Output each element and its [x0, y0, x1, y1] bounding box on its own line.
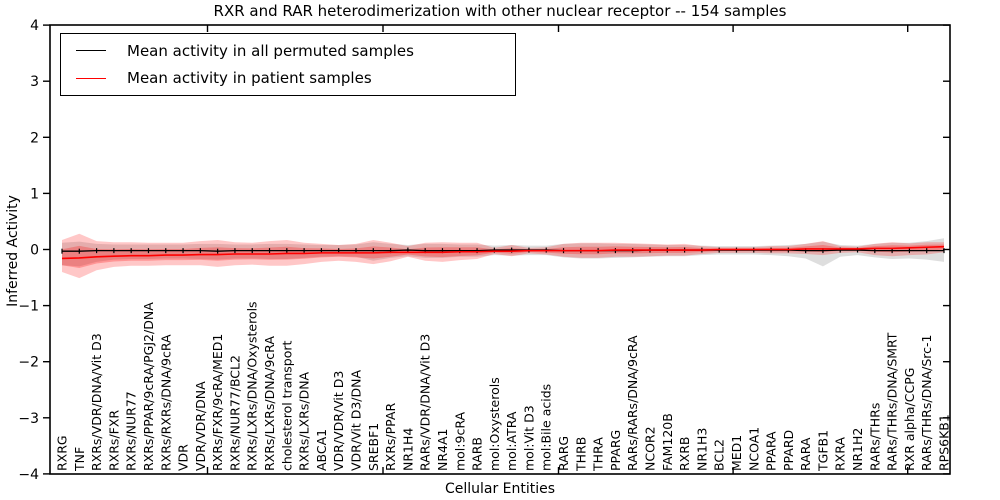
- x-category-label: FAM120B: [660, 413, 675, 471]
- patient-mean-line: [61, 245, 945, 260]
- x-category-label: PPARG: [608, 430, 623, 471]
- x-category-label: BCL2: [712, 439, 727, 471]
- x-category-label: RXRs/VDR/DNA/Vit D3: [89, 333, 104, 471]
- x-category-label: RXRG: [55, 435, 70, 471]
- x-category-label: RARA: [798, 437, 813, 471]
- x-category-label: PPARD: [781, 430, 796, 471]
- legend-label-patient: Mean activity in patient samples: [127, 69, 372, 88]
- x-category-label: RXRs/LXRs/DNA/Oxysterols: [245, 301, 260, 471]
- x-category-label: NR1H2: [850, 428, 865, 471]
- y-tick-label: −4: [18, 467, 39, 483]
- chart-title: RXR and RAR heterodimerization with othe…: [213, 2, 787, 20]
- permuted-line-swatch: [76, 50, 106, 52]
- permuted-range-band: [62, 238, 944, 267]
- x-category-label: RXRs/NUR77/BCL2: [227, 355, 242, 471]
- x-category-label: RXRs/FXR/9cRA/MED1: [210, 334, 225, 471]
- x-category-label: TNF: [72, 447, 87, 472]
- legend-label-permuted: Mean activity in all permuted samples: [127, 41, 414, 60]
- x-category-label: TGFB1: [815, 430, 830, 472]
- x-category-label: RPS6KB1: [937, 414, 952, 471]
- x-category-label: MED1: [729, 435, 744, 471]
- y-tick-label: 1: [30, 186, 39, 202]
- x-category-label: SREBF1: [366, 423, 381, 471]
- x-category-label: RXRs/LXRs/DNA/9cRA: [262, 336, 277, 471]
- y-tick-label: 4: [30, 18, 39, 34]
- x-category-label: NR4A1: [435, 429, 450, 472]
- x-category-label: NCOR2: [643, 426, 658, 471]
- patient-line-swatch: [76, 77, 106, 79]
- x-category-label: mol:Bile acids: [539, 384, 554, 471]
- x-category-label: RARs/VDR/DNA/Vit D3: [418, 334, 433, 471]
- y-tick-label: −3: [18, 411, 39, 427]
- y-tick-label: −1: [18, 299, 39, 315]
- x-category-label: mol:9cRA: [452, 411, 467, 471]
- y-tick-label: 3: [30, 74, 39, 90]
- x-category-label: VDR/Vit D3/DNA: [349, 370, 364, 471]
- y-tick-label: 2: [30, 130, 39, 146]
- x-category-label: RXRB: [677, 436, 692, 471]
- x-category-label: THRA: [591, 437, 606, 472]
- x-category-label: THRB: [573, 437, 588, 472]
- x-category-label: RXRs/PPAR/9cRA/PGJ2/DNA: [141, 302, 156, 471]
- x-category-label: PPARA: [764, 431, 779, 471]
- patient-range-band: [62, 233, 944, 279]
- x-category-label: RARs/THRs: [867, 403, 882, 471]
- legend: Mean activity in all permuted samples Me…: [60, 33, 516, 96]
- x-category-label: RXRs/FXR: [106, 410, 121, 471]
- x-category-label: ABCA1: [314, 429, 329, 471]
- x-category-label: NCOA1: [746, 427, 761, 471]
- legend-item-permuted: Mean activity in all permuted samples: [61, 38, 515, 64]
- x-category-label: RXRA: [833, 437, 848, 471]
- x-category-label: RXRs/NUR77: [124, 391, 139, 471]
- x-category-label: RARB: [470, 437, 485, 471]
- x-category-label: RXR alpha/CCPG: [902, 368, 917, 471]
- x-category-label: NR1H3: [694, 428, 709, 471]
- x-category-label: RARG: [556, 436, 571, 471]
- x-category-label: RXRs/LXRs/DNA: [297, 371, 312, 471]
- x-category-label: mol:Vit D3: [521, 405, 536, 471]
- y-tick-label: −2: [18, 355, 39, 371]
- y-tick-label: 0: [30, 243, 39, 259]
- permuted-mean-line: [62, 249, 944, 252]
- x-category-label: cholesterol transport: [279, 340, 294, 471]
- legend-item-patient: Mean activity in patient samples: [61, 65, 515, 91]
- x-axis-label: Cellular Entities: [444, 481, 556, 497]
- x-category-label: RARs/THRs/DNA/SMRT: [885, 332, 900, 471]
- x-category-label: VDR/VDR/Vit D3: [331, 371, 346, 471]
- x-category-label: mol:ATRA: [504, 411, 519, 471]
- x-category-label: mol:Oxysterols: [487, 377, 502, 471]
- x-category-label: VDR: [176, 444, 191, 471]
- y-axis-label: Inferred Activity: [5, 195, 21, 307]
- x-category-label: RARs/THRs/DNA/Src-1: [919, 335, 934, 471]
- x-category-label: RXRs/RXRs/DNA/9cRA: [158, 334, 173, 471]
- x-category-label: NR1H4: [400, 428, 415, 471]
- x-category-label: RARs/RARs/DNA/9cRA: [625, 335, 640, 471]
- x-category-label: RXRs/PPAR: [383, 403, 398, 471]
- x-category-label: VDR/VDR/DNA: [193, 381, 208, 471]
